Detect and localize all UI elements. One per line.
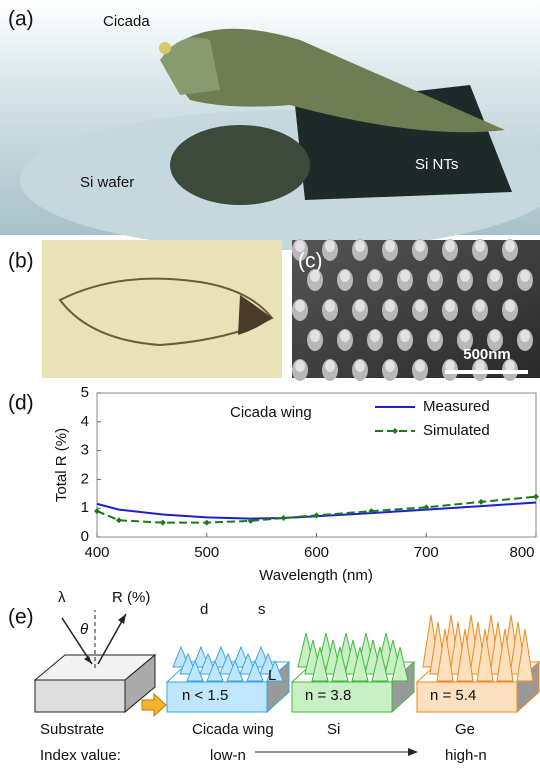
diagram-label: n = 3.8 <box>305 687 351 704</box>
diagram-label: n < 1.5 <box>182 687 228 704</box>
diagram-label: Cicada wing <box>192 721 274 738</box>
nanopillar-tip <box>355 240 365 252</box>
nanopillar-tip <box>340 330 350 342</box>
y-tick-label: 3 <box>81 442 89 459</box>
panel-label: (e) <box>8 606 34 629</box>
nanopillar-tip <box>325 240 335 252</box>
x-tick-label: 800 <box>509 544 534 561</box>
diagram-label: L <box>268 667 276 684</box>
nanopillar-tip <box>340 270 350 282</box>
figure: (a) Cicada Si wafer Si NTs (b) (c) 500nm… <box>0 0 540 764</box>
nanopillar-tip <box>430 330 440 342</box>
line <box>97 497 536 523</box>
diagram-label: d <box>200 601 208 618</box>
diagram-label: s <box>258 601 266 618</box>
y-tick-label: 5 <box>81 384 89 401</box>
legend-label: Measured <box>423 398 490 415</box>
nanopillar-tip <box>445 300 455 312</box>
nanopillar-tip <box>520 270 530 282</box>
marker <box>533 494 539 500</box>
photo-a <box>0 0 540 250</box>
panel-label: (b) <box>8 250 34 273</box>
marker <box>160 520 166 526</box>
nanopillar-tip <box>415 360 425 372</box>
scale-label: 500nm <box>463 346 511 363</box>
x-tick-label: 400 <box>84 544 109 561</box>
diagram-label: n = 5.4 <box>430 687 476 704</box>
y-tick-label: 2 <box>81 470 89 487</box>
nanopillar-tip <box>355 300 365 312</box>
nanopillar-tip <box>355 360 365 372</box>
diagram-label: R (%) <box>112 589 150 606</box>
nanopillar-tip <box>505 240 515 252</box>
nanopillar-tip <box>490 330 500 342</box>
nanopillar-tip <box>505 300 515 312</box>
marker <box>94 508 100 514</box>
nanopillar-tip <box>325 360 335 372</box>
x-axis-label: Wavelength (nm) <box>259 567 373 584</box>
legend-marker <box>392 428 398 434</box>
diagram-label: high-n <box>445 747 487 764</box>
marker <box>281 515 287 521</box>
y-axis-label: Total R (%) <box>53 428 70 502</box>
marker <box>314 512 320 518</box>
nanopillar-tip <box>370 330 380 342</box>
diagram-label: Index value: <box>40 747 121 764</box>
photo-label: Si NTs <box>415 156 458 173</box>
nanopillar-tip <box>490 270 500 282</box>
nanopillar-tip <box>445 240 455 252</box>
photo-label: Cicada <box>103 13 150 30</box>
nanopillar-tip <box>400 270 410 282</box>
y-tick-label: 4 <box>81 413 89 430</box>
nanopillar-tip <box>475 300 485 312</box>
nanopillar-tip <box>295 360 305 372</box>
marker <box>204 520 210 526</box>
diagram-label: λ <box>58 589 66 606</box>
diagram-label: low-n <box>210 747 246 764</box>
x-tick-label: 500 <box>194 544 219 561</box>
nanopillar-tip <box>385 360 395 372</box>
x-tick-label: 600 <box>304 544 329 561</box>
diagram-label: θ <box>80 621 88 638</box>
diagram-label: Substrate <box>40 721 104 738</box>
nanopillar-tip <box>415 240 425 252</box>
diagram-label: Ge <box>455 721 475 738</box>
nanopillar-tip <box>520 330 530 342</box>
nanopillar-tip <box>325 300 335 312</box>
nanopillar-tip <box>460 270 470 282</box>
diagram-label: Si <box>327 721 340 738</box>
nanopillar-tip <box>385 300 395 312</box>
nanopillar-tip <box>370 270 380 282</box>
nanopillar-tip <box>415 300 425 312</box>
photo-label: Si wafer <box>80 174 134 191</box>
y-tick-label: 1 <box>81 499 89 516</box>
panel-label: (a) <box>8 8 34 31</box>
x-tick-label: 700 <box>414 544 439 561</box>
nanopillar-tip <box>310 330 320 342</box>
nanopillar-tip <box>475 240 485 252</box>
y-tick-label: 0 <box>81 528 89 545</box>
marker <box>116 517 122 523</box>
nanopillar-tip <box>460 330 470 342</box>
marker <box>478 499 484 505</box>
nanopillar-tip <box>295 300 305 312</box>
nanopillar-tip <box>385 240 395 252</box>
annotation: Cicada wing <box>230 404 312 421</box>
nanopillar-tip <box>400 330 410 342</box>
legend-label: Simulated <box>423 422 490 439</box>
panel-label: (d) <box>8 392 34 415</box>
panel-label: (c) <box>298 250 323 273</box>
nanopillar-tip <box>430 270 440 282</box>
